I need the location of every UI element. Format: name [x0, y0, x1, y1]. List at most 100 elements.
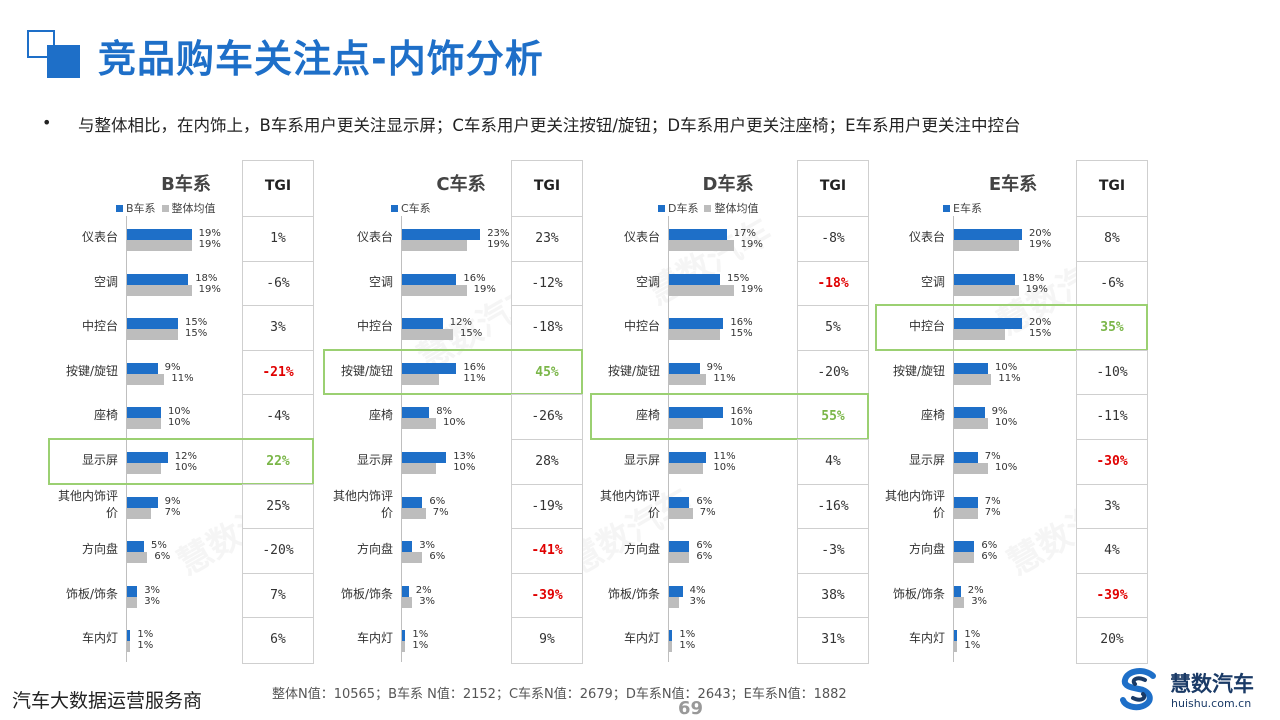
- category-label: 空调: [93, 274, 118, 289]
- bar-series-brand: [669, 452, 707, 463]
- tgi-cell: -6%: [242, 260, 314, 306]
- bar-series-overall: [127, 507, 151, 519]
- bar-series-overall: [402, 329, 453, 341]
- data-label-brand: 19%: [198, 228, 221, 239]
- data-label-overall: 19%: [198, 283, 221, 295]
- category-label: 显示屏: [81, 453, 118, 467]
- data-label-overall: 1%: [137, 640, 154, 652]
- data-label-overall: 10%: [453, 462, 476, 473]
- bar-series-overall: [954, 240, 1019, 251]
- bar-series-overall: [954, 641, 958, 653]
- bar-series-overall: [954, 463, 988, 474]
- data-label-overall: 11%: [171, 372, 194, 384]
- brand-name: 慧数汽车: [1170, 672, 1254, 696]
- category-label: 仪表台: [81, 230, 118, 244]
- bar-series-overall: [127, 552, 148, 564]
- tgi-cell: -30%: [1076, 439, 1148, 484]
- tgi-cell: 28%: [511, 439, 583, 484]
- bar-series-brand: [402, 541, 413, 553]
- tgi-cell: -8%: [797, 216, 869, 261]
- tgi-cell: 6%: [242, 617, 314, 662]
- data-label-brand: 2%: [415, 584, 432, 596]
- bar-series-brand: [954, 407, 985, 419]
- tgi-cell: -19%: [511, 483, 583, 529]
- category-label: 车内灯: [908, 631, 945, 646]
- bar-series-brand: [402, 407, 430, 419]
- data-label-brand: 11%: [713, 451, 736, 462]
- bar-series-overall: [954, 507, 978, 519]
- bar-series-overall: [402, 507, 426, 519]
- category-label: 饰板/饰条: [892, 586, 945, 601]
- category-label: 饰板/饰条: [65, 586, 118, 601]
- bar-series-brand: [669, 407, 724, 419]
- data-label-overall: 19%: [198, 239, 221, 250]
- category-label: 方向盘: [356, 542, 393, 557]
- category-label: 座椅: [93, 408, 118, 423]
- legend-label: E车系: [953, 202, 982, 215]
- brand-url: huishu.com.cn: [1171, 697, 1252, 710]
- sample-size-note: 整体N值：10565；B车系 N值：2152；C车系N值：2679；D车系N值：…: [272, 687, 847, 702]
- data-label-overall: 10%: [730, 417, 753, 429]
- brand-logo-icon: [1120, 668, 1156, 711]
- bar-series-overall: [954, 373, 992, 385]
- tgi-cell: 25%: [242, 483, 314, 529]
- data-label-brand: 5%: [151, 540, 167, 552]
- legend-label: D车系: [668, 202, 699, 215]
- bar-series-overall: [669, 552, 690, 564]
- category-label: 按键/旋钮: [607, 363, 660, 378]
- data-label-overall: 7%: [699, 506, 716, 518]
- tgi-cell: -16%: [797, 483, 869, 529]
- bar-series-overall: [669, 373, 707, 385]
- bar-series-overall: [127, 596, 138, 608]
- data-label-brand: 3%: [144, 584, 161, 596]
- data-label-brand: 9%: [706, 361, 723, 373]
- bar-series-overall: [127, 284, 192, 296]
- data-label-brand: 6%: [429, 495, 446, 507]
- legend-swatch: [658, 205, 665, 212]
- data-label-overall: 7%: [984, 506, 1001, 518]
- category-label: 饰板/饰条: [607, 586, 660, 601]
- data-label-brand: 7%: [984, 451, 1001, 462]
- category-label: 中控台: [356, 319, 393, 334]
- bar-series-brand: [954, 273, 1016, 285]
- footer-tagline: 汽车大数据运营服务商: [12, 690, 203, 712]
- data-label-brand: 1%: [137, 629, 154, 641]
- bar-series-brand: [669, 229, 727, 240]
- bar-series-overall: [669, 329, 720, 341]
- bar-series-brand: [669, 541, 690, 553]
- bar-series-overall: [669, 596, 680, 608]
- data-label-brand: 4%: [689, 584, 706, 596]
- bar-series-brand: [669, 273, 720, 285]
- bar-series-brand: [669, 630, 673, 642]
- bar-series-brand: [402, 496, 423, 508]
- tgi-cell: -21%: [242, 349, 314, 395]
- data-label-brand: 16%: [730, 406, 753, 418]
- bar-series-brand: [402, 452, 447, 463]
- bar-series-overall: [669, 418, 703, 430]
- data-label-overall: 6%: [981, 551, 998, 563]
- category-label: 方向盘: [908, 542, 945, 557]
- data-label-brand: 9%: [164, 361, 181, 373]
- tgi-cell: -20%: [242, 528, 314, 573]
- bar-series-brand: [402, 273, 457, 285]
- data-label-overall: 10%: [995, 462, 1018, 473]
- chart-title: E车系: [988, 174, 1038, 195]
- data-label-overall: 1%: [964, 640, 981, 652]
- tgi-cell: -12%: [511, 260, 583, 306]
- bar-series-overall: [954, 329, 1005, 341]
- category-label: 仪表台: [908, 230, 945, 244]
- data-label-overall: 1%: [679, 640, 696, 652]
- tgi-cell: -18%: [797, 260, 869, 306]
- bar-series-brand: [954, 318, 1022, 330]
- data-label-overall: 11%: [463, 372, 486, 384]
- chart-legend: E车系: [943, 200, 988, 216]
- bar-series-brand: [954, 496, 978, 508]
- category-label: 座椅: [635, 408, 660, 423]
- bar-series-overall: [954, 418, 988, 430]
- data-label-brand: 8%: [436, 406, 453, 418]
- category-label: 显示屏: [623, 453, 660, 467]
- data-label-overall: 15%: [185, 328, 208, 340]
- data-label-overall: 19%: [487, 239, 510, 250]
- data-label-brand: 12%: [174, 451, 198, 462]
- data-label-brand: 23%: [487, 228, 510, 239]
